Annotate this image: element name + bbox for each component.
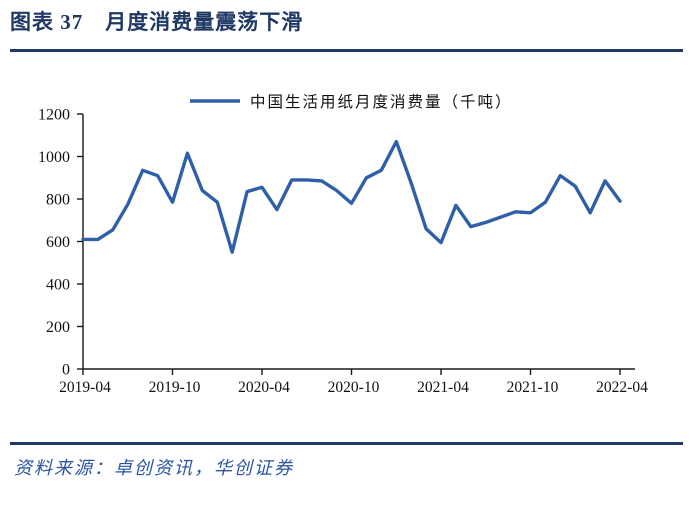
- x-tick-label: 2020-10: [328, 379, 380, 396]
- y-tick-label: 1200: [38, 107, 70, 124]
- x-tick-label: 2020-04: [238, 379, 290, 396]
- y-tick-label: 1000: [38, 149, 70, 166]
- y-tick-label: 0: [62, 362, 70, 379]
- y-tick-label: 400: [46, 277, 70, 294]
- y-tick-label: 600: [46, 234, 70, 251]
- y-tick-label: 200: [46, 319, 70, 336]
- monthly-consumption-line-chart: 中国生活用纸月度消费量（千吨） 0 200 400 600 800 1000 1200 2019…: [38, 93, 648, 396]
- y-tick-label: 800: [46, 192, 70, 209]
- source-note: 资料来源：卓创资讯，华创证券: [14, 458, 294, 478]
- x-tick-label: 2021-10: [507, 379, 559, 396]
- footer-divider: [10, 442, 683, 445]
- x-tick-label: 2019-04: [59, 379, 111, 396]
- figure-title: 图表 37 月度消费量震荡下滑: [10, 10, 304, 34]
- x-tick-label: 2021-04: [417, 379, 469, 396]
- x-tick-label: 2019-10: [149, 379, 201, 396]
- x-tick-label: 2022-04: [596, 379, 648, 396]
- legend-label: 中国生活用纸月度消费量（千吨）: [250, 93, 513, 111]
- consumption-series-line: [81, 139, 622, 254]
- title-divider: [10, 49, 683, 52]
